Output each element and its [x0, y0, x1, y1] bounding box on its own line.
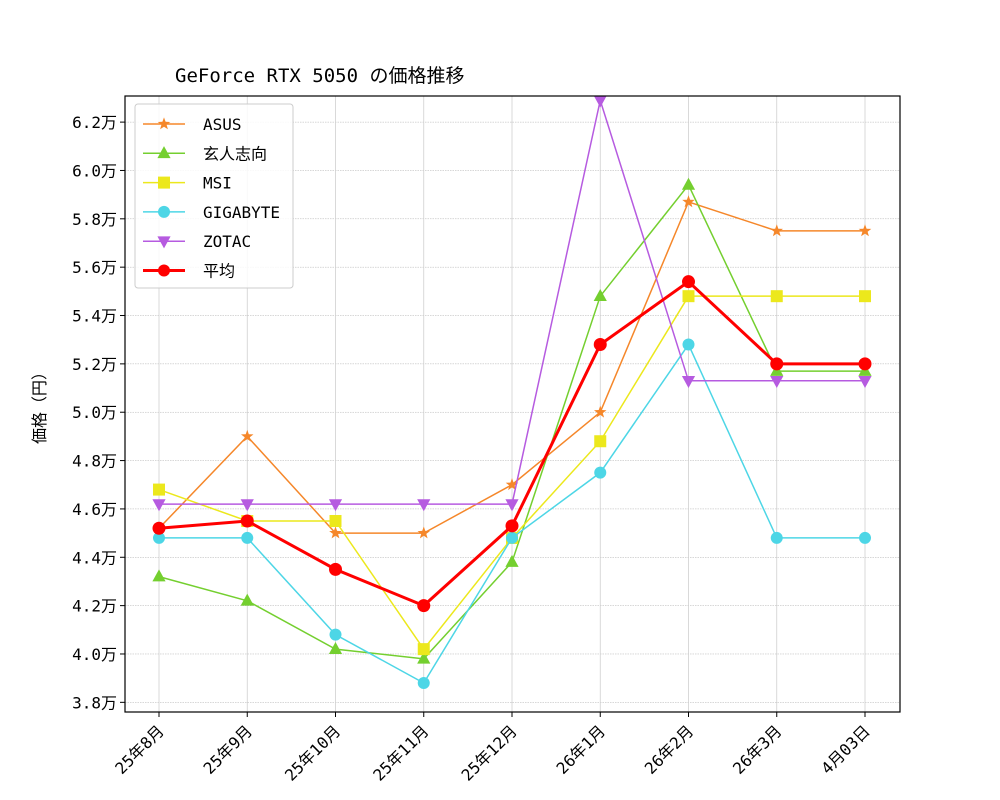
marker-triangle-down: [681, 375, 696, 388]
marker-triangle-down: [593, 95, 607, 108]
marker-circle: [682, 275, 695, 289]
marker-triangle-up: [593, 288, 607, 301]
marker-circle: [417, 676, 430, 689]
y-tick-label: 3.8万: [72, 693, 117, 712]
legend-label: ASUS: [203, 115, 242, 134]
y-tick-label: 4.8万: [72, 452, 117, 471]
marker-triangle-down: [858, 375, 872, 388]
y-tick-label: 5.2万: [72, 355, 117, 374]
x-ticks: 25年8月 25年9月 25年10月 25年11月 25年12月 26年1月 26年2月 26…: [111, 712, 874, 785]
x-tick-label: 25年9月: [200, 721, 257, 778]
marker-triangle-up: [240, 593, 254, 606]
marker-circle: [770, 357, 784, 371]
marker-circle: [593, 338, 607, 352]
series-平均: [152, 275, 872, 613]
x-tick-label: 25年12月: [458, 721, 521, 784]
marker-star: [858, 224, 872, 237]
marker-star: [417, 526, 430, 539]
marker-circle: [329, 628, 342, 641]
y-axis-label: 価格（円）: [30, 364, 49, 444]
marker-triangle-down: [505, 499, 519, 512]
y-tick-label: 5.0万: [72, 403, 117, 422]
marker-square: [682, 290, 695, 303]
marker-circle: [505, 519, 519, 533]
marker-circle: [594, 466, 607, 479]
x-tick-label: 26年2月: [641, 721, 698, 778]
marker-triangle-down: [157, 236, 171, 249]
y-ticks: 3.8万 4.0万 4.2万 4.4万 4.6万 4.8万 5.0万 5.2万 5.4万 5.6万…: [72, 113, 125, 712]
series-group: [152, 95, 872, 689]
marker-triangle-down: [328, 499, 343, 512]
x-tick-label: 26年3月: [729, 721, 786, 778]
chart-title: GeForce RTX 5050 の価格推移: [175, 65, 464, 87]
marker-star: [241, 429, 254, 442]
marker-square: [770, 290, 783, 303]
marker-circle: [153, 531, 165, 544]
marker-square: [594, 435, 607, 448]
marker-triangle-up: [505, 554, 519, 567]
marker-square: [153, 483, 165, 496]
marker-circle: [858, 357, 872, 371]
marker-circle: [506, 531, 518, 544]
marker-circle: [682, 338, 695, 351]
marker-triangle-up: [681, 177, 696, 190]
marker-square: [859, 290, 871, 303]
x-tick-label: 26年1月: [553, 721, 610, 778]
marker-circle: [770, 531, 783, 544]
marker-star: [682, 195, 695, 208]
x-tick-label: 25年8月: [111, 721, 168, 778]
marker-square: [329, 515, 342, 528]
legend-label: MSI: [203, 174, 232, 193]
marker-triangle-down: [240, 499, 254, 512]
y-tick-label: 4.4万: [72, 548, 117, 567]
marker-circle: [417, 599, 431, 613]
marker-triangle-up: [157, 146, 171, 159]
marker-circle: [859, 531, 871, 544]
marker-triangle-down: [770, 375, 784, 388]
marker-square: [158, 176, 170, 189]
y-tick-label: 6.2万: [72, 113, 117, 132]
y-tick-label: 4.6万: [72, 500, 117, 519]
marker-circle: [329, 562, 342, 576]
legend-label: GIGABYTE: [203, 203, 280, 222]
legend-label: 玄人志向: [203, 144, 267, 163]
x-tick-label: 4月03日: [817, 721, 874, 778]
marker-triangle-down: [417, 499, 431, 512]
marker-star: [505, 478, 519, 491]
legend: ASUS 玄人志向 MSI GIGABYTE ZOTAC 平均: [134, 103, 294, 289]
plot-frame: [124, 95, 901, 713]
marker-circle: [158, 205, 170, 218]
marker-triangle-down: [152, 499, 166, 512]
legend-box: [134, 103, 294, 289]
y-tick-label: 4.2万: [72, 597, 117, 616]
marker-triangle-up: [152, 569, 166, 582]
series-GIGABYTE: [153, 338, 871, 689]
marker-circle: [241, 531, 254, 544]
legend-label: ZOTAC: [203, 232, 251, 251]
y-tick-label: 5.6万: [72, 258, 117, 277]
x-tick-label: 25年11月: [369, 721, 432, 784]
marker-triangle-up: [417, 651, 431, 664]
marker-star: [157, 117, 171, 130]
y-tick-label: 6.0万: [72, 161, 117, 180]
y-tick-label: 5.4万: [72, 307, 117, 326]
marker-circle: [152, 521, 166, 535]
legend-label: 平均: [203, 262, 235, 281]
marker-star: [329, 526, 342, 539]
marker-star: [770, 224, 783, 237]
x-tick-label: 25年10月: [281, 721, 344, 784]
series-ZOTAC: [152, 95, 872, 512]
marker-circle: [158, 264, 170, 277]
series-玄人志向: [152, 177, 872, 664]
marker-triangle-up: [328, 641, 343, 654]
marker-circle: [240, 514, 254, 528]
marker-square: [417, 643, 430, 656]
y-tick-label: 5.8万: [72, 210, 117, 229]
y-tick-label: 4.0万: [72, 645, 117, 664]
marker-star: [594, 405, 607, 418]
